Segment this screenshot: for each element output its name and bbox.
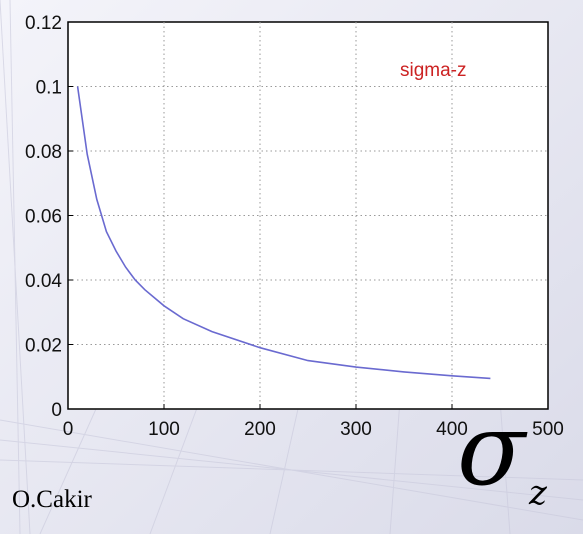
y-tick-label: 0.1 [36,78,62,99]
series-line-sigma-z [76,86,491,380]
y-tick-label: 0.12 [25,13,62,34]
sigma-subscript: z [529,473,547,513]
sigma-glyph: σ [457,391,526,508]
y-tick-label: 0 [51,400,62,421]
y-axis-ticks: 0 0.02 0.04 0.06 0.08 0.1 0.12 [25,13,73,421]
x-axis-ticks: 0 100 200 300 400 500 [63,404,564,440]
x-tick-label: 200 [244,419,276,440]
y-tick-label: 0.04 [25,271,62,292]
y-tick-label: 0.06 [25,207,62,228]
series-annotation: sigma-z [400,60,467,81]
author-name: O.Cakir [12,486,92,513]
x-tick-label: 0 [63,419,74,440]
x-tick-label: 300 [340,419,372,440]
y-tick-label: 0.02 [25,336,62,357]
x-tick-label: 100 [148,419,180,440]
grid-lines [68,22,548,409]
x-tick-label: 400 [436,419,468,440]
x-tick-label: 500 [532,419,564,440]
sigma-z-symbol: σ z [457,400,577,530]
y-tick-label: 0.08 [25,142,62,163]
